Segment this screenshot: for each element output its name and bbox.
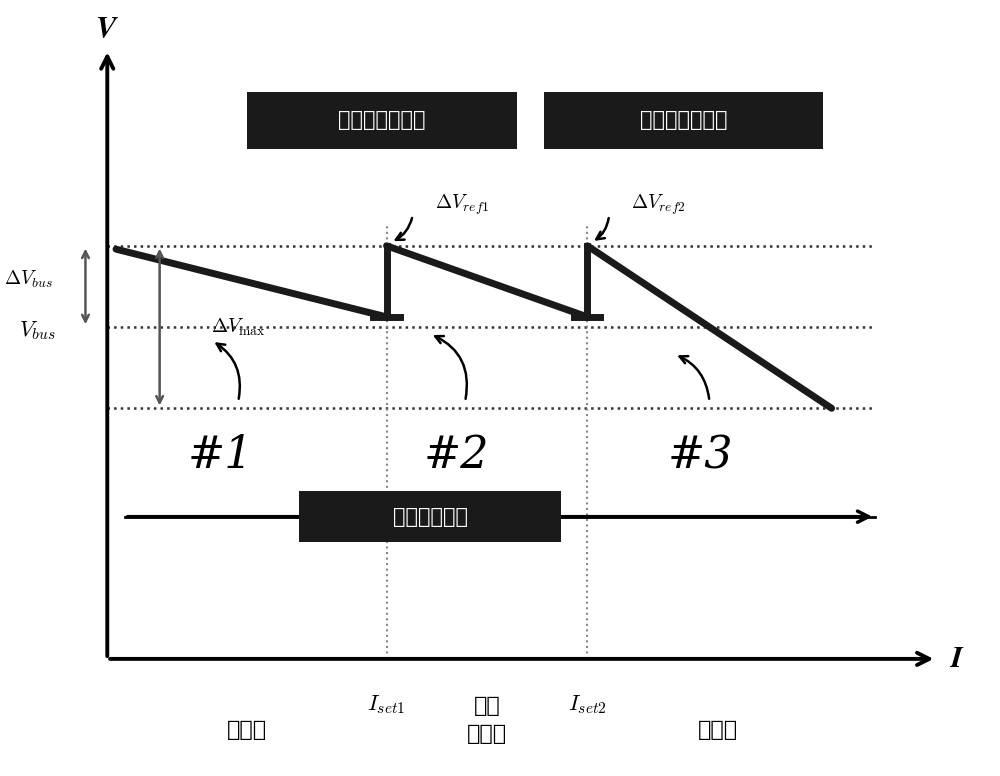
Text: 额定区参考补偿: 额定区参考补偿 — [338, 110, 426, 130]
Text: $\bfit{V}$: $\bfit{V}$ — [95, 15, 119, 43]
Text: #1: #1 — [188, 434, 254, 477]
Text: 额定
负荷区: 额定 负荷区 — [467, 696, 507, 744]
Text: $I_{set2}$: $I_{set2}$ — [568, 693, 607, 715]
Text: $\bfit{I}$: $\bfit{I}$ — [950, 644, 966, 674]
Text: #3: #3 — [668, 434, 734, 477]
Text: $\Delta V_{ref1}$: $\Delta V_{ref1}$ — [435, 193, 489, 217]
Text: #2: #2 — [424, 434, 489, 477]
Text: $V_{bus}$: $V_{bus}$ — [19, 319, 56, 341]
Text: $\Delta V_{bus}$: $\Delta V_{bus}$ — [4, 269, 53, 290]
FancyBboxPatch shape — [544, 92, 823, 149]
FancyBboxPatch shape — [247, 92, 517, 149]
Text: 下垂系数增加: 下垂系数增加 — [393, 507, 468, 527]
Text: $\Delta V_{\mathrm{max}}$: $\Delta V_{\mathrm{max}}$ — [211, 317, 266, 338]
Text: 重载区: 重载区 — [698, 720, 738, 740]
FancyBboxPatch shape — [299, 491, 561, 542]
Text: 轻载区: 轻载区 — [227, 720, 267, 740]
Text: $\Delta V_{ref2}$: $\Delta V_{ref2}$ — [631, 193, 686, 217]
Text: 重载区参考补偿: 重载区参考补偿 — [640, 110, 727, 130]
Text: $I_{set1}$: $I_{set1}$ — [367, 693, 406, 715]
